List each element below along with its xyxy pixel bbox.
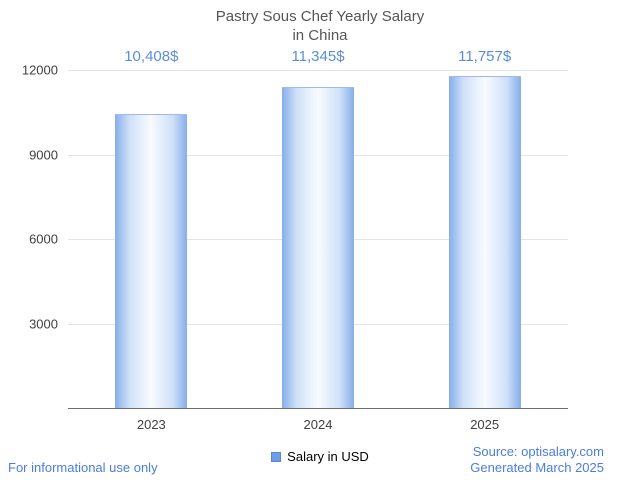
legend[interactable]: Salary in USD — [0, 449, 640, 464]
bar-2025 — [448, 75, 521, 408]
y-axis-tick-label: 9000 — [29, 147, 58, 162]
legend-swatch-icon — [271, 451, 282, 462]
source-block: Source: optisalary.com Generated March 2… — [470, 444, 604, 476]
y-axis-tick-label: 12000 — [21, 62, 58, 78]
bar-2023 — [115, 113, 188, 408]
x-axis-tick-label: 2024 — [303, 417, 333, 432]
source-link[interactable]: Source: optisalary.com — [472, 444, 604, 459]
x-axis-tick-label: 2025 — [470, 417, 500, 432]
chart-title-line1: Pastry Sous Chef Yearly Salary — [215, 8, 425, 25]
chart-title-line2: in China — [292, 27, 348, 44]
disclaimer-text: For informational use only — [8, 460, 158, 475]
y-axis-tick-label: 6000 — [29, 231, 58, 247]
generated-date: Generated March 2025 — [470, 460, 604, 475]
bar-2024 — [282, 87, 354, 408]
x-axis-tick-label: 2023 — [136, 417, 166, 432]
chart-title: Pastry Sous Chef Yearly Salary in China — [0, 7, 640, 45]
gridline — [68, 70, 568, 71]
plot-area: 3000 6000 9000 12000 10,408$ 2023 11,345$ 2024 1… — [22, 48, 568, 432]
y-axis-tick-label: 3000 — [29, 316, 58, 331]
bar-value-label: 10,408$ — [124, 48, 179, 65]
bar-value-label: 11,757$ — [458, 48, 512, 65]
bar-value-label: 11,345$ — [291, 48, 345, 65]
legend-label: Salary in USD — [287, 449, 369, 464]
